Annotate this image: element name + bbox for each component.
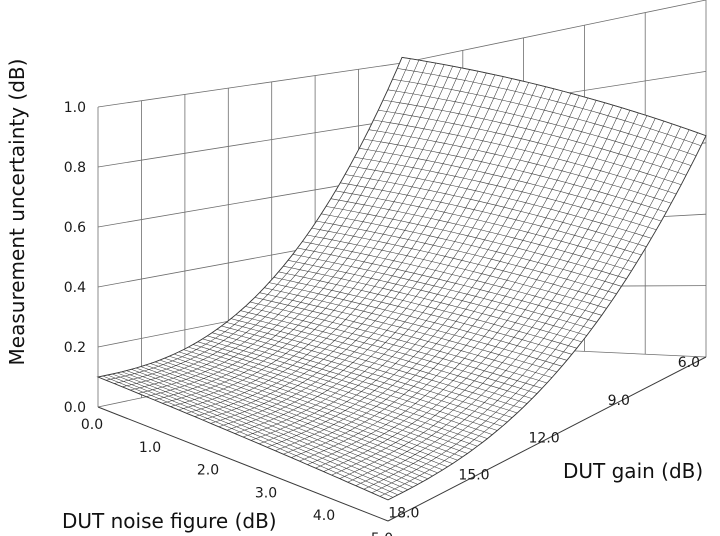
mesh-line-y: [316, 220, 617, 295]
x-axis-label: DUT noise figure (dB): [62, 509, 277, 533]
mesh-line-y: [116, 372, 409, 490]
mesh-line-y: [135, 367, 428, 480]
mesh-line-y: [397, 68, 702, 147]
surface-fill: [96, 56, 707, 501]
axes: [97, 356, 707, 522]
x-tick-label: 1.0: [139, 440, 161, 456]
grid-line: [97, 118, 403, 168]
mesh-line-y: [268, 282, 567, 361]
mesh-line-y: [354, 156, 657, 231]
z-tick-label: 1.0: [64, 100, 86, 116]
mesh-line-y: [240, 310, 538, 394]
z-tick-label: 0.2: [64, 340, 86, 356]
mesh-line-y: [202, 338, 498, 431]
mesh-line-y: [363, 138, 667, 213]
mesh-line-y: [183, 349, 478, 447]
x-tick-label: 3.0: [255, 485, 277, 501]
mesh-line-y: [245, 306, 543, 389]
y-axis-line: [387, 356, 707, 522]
y-axis-label: DUT gain (dB): [563, 459, 703, 483]
mesh-line-y: [278, 271, 577, 349]
mesh-line-y: [292, 254, 592, 330]
mesh-line-y: [306, 234, 607, 309]
z-axis-label: Measurement uncertainty (dB): [5, 59, 29, 366]
mesh-line-y: [297, 247, 597, 323]
grid-line: [97, 62, 403, 108]
mesh-line-y: [359, 148, 662, 222]
mesh-line-y: [387, 89, 692, 166]
mesh-line-y: [259, 292, 557, 373]
mesh-line-y: [254, 297, 553, 378]
z-tick-label: 0.0: [64, 400, 86, 416]
mesh-line-y: [150, 363, 443, 471]
mesh-line-y: [216, 329, 513, 418]
mesh-line-y: [373, 119, 677, 195]
mesh-line-y: [344, 174, 647, 247]
mesh-line-y: [131, 369, 423, 482]
mesh-line-y: [401, 57, 707, 136]
x-tick-label: 0.0: [81, 417, 103, 433]
mesh-line-y: [392, 78, 697, 157]
mesh-line-y: [207, 335, 503, 427]
z-tick-label: 0.6: [64, 220, 86, 236]
mesh-line-y: [230, 318, 528, 404]
mesh-line-y: [378, 109, 682, 185]
mesh-line-y: [121, 371, 413, 488]
mesh-line-y: [126, 370, 418, 485]
surface-mesh: [96, 56, 707, 501]
mesh-line-y: [140, 366, 433, 477]
y-tick-label: 6.0: [678, 355, 700, 371]
mesh-line-y: [325, 206, 627, 279]
x-tick-label: 5.0: [371, 531, 393, 536]
mesh-line-y: [340, 182, 642, 256]
mesh-line-y: [283, 265, 582, 343]
mesh-line-y: [226, 322, 523, 409]
mesh-line-y: [302, 241, 602, 316]
mesh-line-y: [102, 375, 394, 498]
mesh-line-y: [211, 332, 508, 423]
mesh-line-y: [145, 364, 438, 474]
y-tick-label: 12.0: [529, 430, 560, 446]
mesh-line-y: [382, 99, 687, 176]
mesh-line-y: [321, 213, 622, 287]
mesh-line-y: [264, 287, 562, 367]
z-tick-label: 0.4: [64, 280, 86, 296]
mesh-line-y: [192, 344, 488, 439]
mesh-line-y: [107, 374, 399, 496]
mesh-line-y: [197, 341, 493, 435]
mesh-line-y: [173, 353, 468, 454]
mesh-line-y: [249, 301, 548, 384]
mesh-line-y: [164, 357, 458, 461]
mesh-line-y: [154, 361, 448, 468]
mesh-line-y: [97, 376, 389, 501]
mesh-line-y: [169, 355, 463, 458]
x-tick-label: 2.0: [197, 463, 219, 479]
mesh-line-y: [273, 277, 572, 355]
mesh-line-y: [188, 346, 483, 443]
grid-line: [401, 0, 707, 64]
mesh-line-y: [330, 198, 632, 272]
z-tick-label: 0.8: [64, 160, 86, 176]
mesh-line-y: [178, 351, 473, 451]
mesh-line-y: [349, 165, 652, 239]
mesh-line-y: [159, 359, 453, 464]
mesh-line-y: [311, 227, 612, 302]
x-tick-label: 4.0: [313, 508, 335, 524]
mesh-line-y: [235, 314, 533, 399]
mesh-line-y: [368, 129, 672, 204]
mesh-line-y: [335, 190, 637, 264]
y-tick-label: 18.0: [388, 506, 419, 522]
tick-labels: 0.0 0.2 0.4 0.6 0.8 1.0 0.0 1.0 2.0 3.0 4.0 5.0 6.0 9…: [64, 100, 700, 536]
x-axis-line: [97, 406, 389, 522]
mesh-line-y: [221, 325, 518, 414]
mesh-line-y: [287, 260, 587, 336]
y-tick-label: 9.0: [608, 393, 630, 409]
y-tick-label: 15.0: [458, 467, 489, 483]
mesh-line-y: [112, 373, 404, 493]
